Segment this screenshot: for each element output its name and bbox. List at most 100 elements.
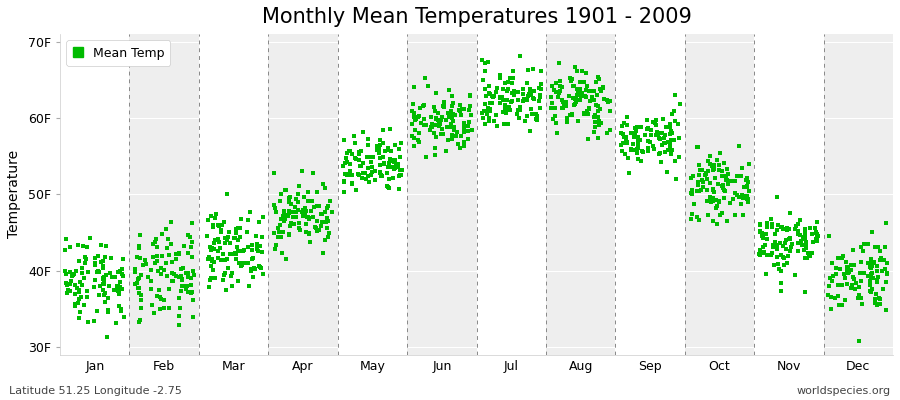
Point <box>691 182 706 188</box>
Point <box>58 268 72 275</box>
Point <box>532 98 546 104</box>
Point <box>291 207 305 214</box>
Point <box>95 281 110 288</box>
Point <box>434 130 448 137</box>
Point <box>336 163 350 170</box>
Point <box>174 273 188 279</box>
Point <box>659 124 673 130</box>
Point <box>476 107 491 114</box>
Point <box>698 172 712 178</box>
Point <box>152 306 166 312</box>
Point <box>382 158 397 164</box>
Point <box>105 274 120 280</box>
Point <box>439 124 454 130</box>
Point <box>320 218 335 224</box>
Point <box>699 176 714 183</box>
Point <box>582 88 597 94</box>
Point <box>854 295 868 301</box>
Point <box>149 253 164 259</box>
Point <box>796 247 811 253</box>
Point <box>436 101 451 108</box>
Point <box>868 296 882 302</box>
Point <box>279 256 293 262</box>
Point <box>343 148 357 154</box>
Point <box>130 284 145 291</box>
Point <box>867 259 881 265</box>
Point <box>703 194 717 200</box>
Bar <box>60 34 130 354</box>
Point <box>764 221 778 227</box>
Point <box>552 90 566 96</box>
Point <box>644 132 659 138</box>
Point <box>649 117 663 123</box>
Point <box>772 266 787 272</box>
Point <box>620 114 634 120</box>
Point <box>630 124 644 130</box>
Point <box>848 286 862 293</box>
Point <box>94 242 109 248</box>
Point <box>734 172 749 179</box>
Point <box>232 248 247 254</box>
Point <box>302 216 316 222</box>
Point <box>234 263 248 270</box>
Point <box>657 140 671 146</box>
Point <box>579 93 593 100</box>
Point <box>348 156 363 162</box>
Point <box>211 254 225 261</box>
Point <box>355 175 369 182</box>
Point <box>453 102 467 108</box>
Point <box>692 217 706 223</box>
Point <box>735 193 750 199</box>
Point <box>696 178 710 185</box>
Point <box>530 113 544 120</box>
Point <box>784 244 798 250</box>
Point <box>717 188 732 195</box>
Point <box>741 199 755 206</box>
Point <box>739 177 753 184</box>
Point <box>662 124 677 130</box>
Point <box>689 187 704 194</box>
Point <box>278 187 293 193</box>
Title: Monthly Mean Temperatures 1901 - 2009: Monthly Mean Temperatures 1901 - 2009 <box>262 7 691 27</box>
Point <box>492 94 507 101</box>
Point <box>580 111 595 117</box>
Point <box>376 140 391 146</box>
Point <box>798 289 813 295</box>
Point <box>71 242 86 248</box>
Point <box>490 85 504 91</box>
Point <box>715 210 729 216</box>
Point <box>508 92 522 98</box>
Point <box>863 288 878 294</box>
Point <box>114 286 129 292</box>
Point <box>496 86 510 92</box>
Point <box>101 307 115 314</box>
Point <box>429 90 444 96</box>
Point <box>356 129 371 135</box>
Point <box>624 147 638 154</box>
Point <box>144 286 158 292</box>
Point <box>211 236 225 242</box>
Point <box>864 271 878 278</box>
Point <box>809 238 824 244</box>
Point <box>453 144 467 151</box>
Point <box>444 121 458 128</box>
Point <box>284 209 298 215</box>
Point <box>577 78 591 85</box>
Point <box>686 172 700 179</box>
Point <box>223 251 238 257</box>
Point <box>58 236 73 242</box>
Point <box>523 90 537 96</box>
Point <box>108 320 122 326</box>
Point <box>759 270 773 277</box>
Point <box>410 116 424 122</box>
Point <box>274 234 289 240</box>
Point <box>66 272 80 278</box>
Point <box>72 287 86 294</box>
Point <box>716 187 731 193</box>
Point <box>301 198 315 204</box>
Point <box>250 240 265 247</box>
Point <box>774 268 788 275</box>
Point <box>698 170 713 177</box>
Point <box>769 242 783 248</box>
Point <box>713 150 727 156</box>
